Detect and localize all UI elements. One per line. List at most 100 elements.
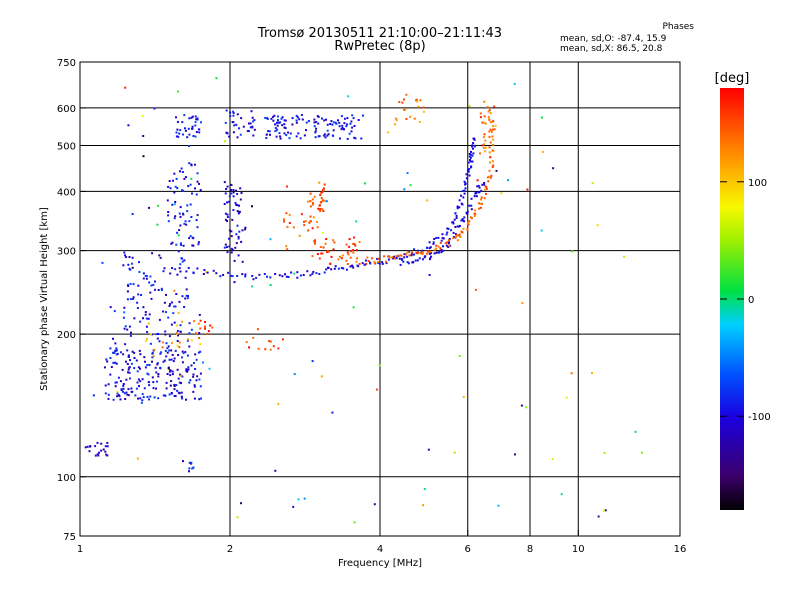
data-point [190,328,193,331]
data-point [185,223,188,226]
data-point [198,313,201,316]
data-point [453,218,456,221]
data-point [373,260,376,263]
data-point [277,121,280,124]
data-point [306,270,309,273]
data-point [284,273,286,276]
data-point [339,137,341,140]
data-point [179,242,182,245]
colorbar-tick-label: -100 [748,412,771,423]
data-point [313,121,316,124]
data-point [117,394,120,397]
data-point [323,199,326,202]
data-point [162,310,165,313]
data-point [203,269,206,271]
data-point [123,306,126,309]
data-point [282,218,285,221]
data-point [269,133,271,136]
data-point [236,210,239,213]
data-point [226,246,228,249]
data-point [250,110,253,113]
data-point [422,251,425,254]
data-point [157,204,160,207]
data-point [311,360,314,363]
data-point [204,327,206,330]
data-point [406,172,409,175]
data-point [127,263,130,266]
data-point [483,183,486,186]
data-point [421,252,424,255]
data-point [193,384,196,387]
data-point [191,125,194,128]
data-point [158,340,161,343]
data-point [186,136,189,139]
data-point [188,467,191,470]
data-point [467,161,470,164]
data-point [345,268,348,271]
data-point [428,274,431,276]
data-point [156,362,159,365]
data-point [483,100,486,103]
data-point [351,126,354,129]
data-point [120,351,122,354]
data-point [276,115,279,118]
data-point [402,260,405,263]
data-point [181,121,184,124]
data-point [471,144,474,147]
data-point [171,267,174,270]
data-point [128,366,131,369]
data-point [180,391,183,394]
data-point [84,446,87,449]
data-point [190,116,193,119]
data-point [265,133,268,136]
data-point [234,202,237,204]
data-point [148,398,150,401]
data-point [364,259,367,262]
colorbar-tick-label: 100 [748,178,767,189]
data-point [597,515,600,518]
data-point [483,143,485,146]
data-point [269,284,272,286]
data-point [163,301,166,304]
data-point [186,354,189,357]
data-point [182,189,185,192]
data-point [448,241,451,244]
data-point [405,252,408,255]
data-point [186,204,189,207]
data-point [466,227,469,230]
data-point [139,367,141,370]
data-point [403,108,406,111]
data-point [383,255,386,258]
data-point [186,297,189,300]
data-point [195,379,198,382]
data-point [115,353,118,356]
data-point [468,105,471,108]
data-point [131,213,134,215]
data-point [482,121,485,124]
data-point [142,317,144,320]
data-point [470,197,473,200]
data-point [405,93,408,96]
data-point [139,320,142,323]
data-point [237,254,240,257]
data-point [127,355,130,358]
data-point [176,368,179,371]
data-point [311,272,314,275]
data-point [419,99,422,102]
data-point [435,244,438,247]
data-point [442,249,445,252]
data-point [149,395,152,398]
data-point [435,247,438,250]
data-point [181,350,184,353]
data-point [177,250,180,253]
data-point [169,303,171,306]
data-point [184,351,187,353]
data-point [348,238,351,241]
x-axis-label: Frequency [MHz] [338,558,422,569]
data-point [396,254,399,257]
data-point [454,226,457,228]
data-point [211,326,214,329]
data-point [179,373,181,376]
data-point [109,373,112,376]
data-point [165,342,168,345]
